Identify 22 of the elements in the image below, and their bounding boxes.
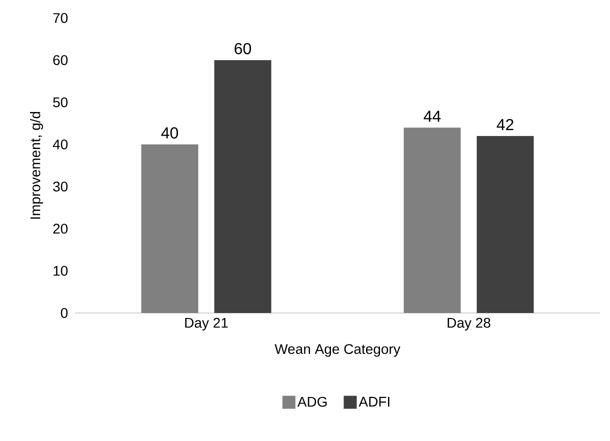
x-tick-label: Day 28 bbox=[448, 318, 490, 331]
data-label: 40 bbox=[161, 127, 178, 139]
y-tick-label: 40 bbox=[52, 139, 68, 150]
legend-label: ADG bbox=[297, 396, 327, 407]
y-tick-label: 10 bbox=[54, 266, 68, 276]
data-label: 60 bbox=[234, 42, 252, 54]
bar bbox=[476, 136, 534, 313]
y-tick-label: 30 bbox=[53, 182, 68, 192]
x-tick-label: Day 21 bbox=[185, 318, 228, 331]
y-axis-title: Improvement, g/d bbox=[30, 112, 44, 219]
y-tick-label: 20 bbox=[53, 224, 68, 234]
data-label: 44 bbox=[424, 110, 441, 122]
bar bbox=[404, 128, 461, 313]
y-tick-label: 50 bbox=[53, 97, 68, 108]
data-label: 42 bbox=[496, 118, 514, 130]
x-axis-title: Wean Age Category bbox=[274, 344, 400, 357]
y-tick-label: 70 bbox=[53, 13, 68, 23]
legend-label: ADFI bbox=[358, 396, 390, 407]
bar bbox=[214, 60, 272, 313]
y-tick-label: 0 bbox=[60, 308, 68, 318]
bar bbox=[141, 144, 198, 313]
y-tick-label: 60 bbox=[53, 55, 68, 66]
